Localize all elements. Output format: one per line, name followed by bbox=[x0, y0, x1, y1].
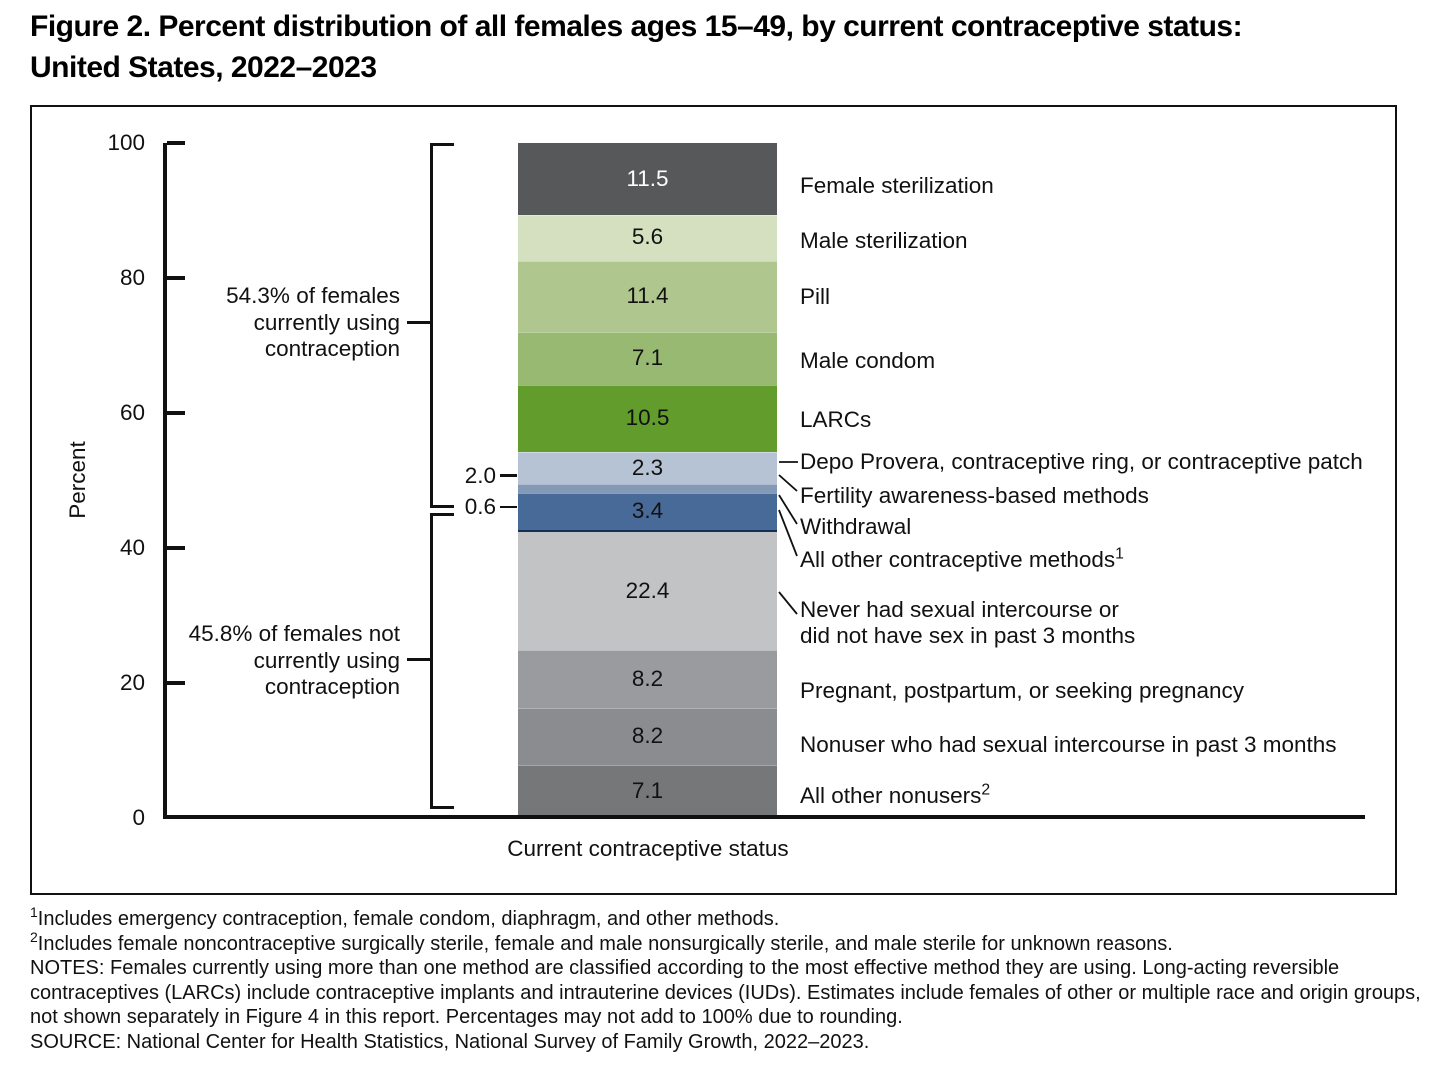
category-label: Pill bbox=[800, 284, 831, 309]
y-tick-mark bbox=[167, 411, 185, 415]
segment-value-label: 8.2 bbox=[631, 723, 664, 749]
outside-value-label: 2.0 bbox=[464, 462, 496, 488]
bar-segment: 2.3 bbox=[518, 452, 777, 485]
segment-value-label: 3.4 bbox=[631, 498, 664, 524]
y-tick-mark bbox=[167, 681, 185, 685]
footnote-1: 1Includes emergency contraception, femal… bbox=[30, 904, 780, 930]
category-label: Never had sexual intercourse or did not … bbox=[800, 597, 1136, 648]
segment-value-label: 7.1 bbox=[631, 345, 664, 371]
segment-value-label: 8.2 bbox=[631, 665, 664, 691]
category-label: Depo Provera, contraceptive ring, or con… bbox=[800, 449, 1363, 474]
y-tick-label: 60 bbox=[119, 400, 145, 425]
segment-value-label: 2.3 bbox=[631, 454, 664, 480]
footnote-2: 2Includes female noncontraceptive surgic… bbox=[30, 928, 1173, 955]
bar-segment: 11.5 bbox=[518, 143, 777, 215]
segment-value-label: 11.5 bbox=[626, 165, 669, 191]
y-tick-label: 80 bbox=[119, 265, 145, 290]
bracket-using-connector bbox=[407, 321, 431, 324]
category-label: LARCs bbox=[800, 407, 872, 432]
bar-segment: 10.5 bbox=[518, 384, 777, 452]
segment-value-label: 5.6 bbox=[631, 224, 664, 250]
stacked-bar: 11.5 5.6 11.4 7.1 10.5 2.3 3.4 22.4 8.2 8.2 7.1 bbox=[518, 143, 777, 819]
category-label: Fertility awareness-based methods bbox=[800, 483, 1149, 508]
bracket-using-vertical bbox=[430, 143, 433, 507]
footnotes: 1Includes emergency contraception, femal… bbox=[30, 904, 1442, 1054]
bracket-using-top-cap bbox=[430, 143, 454, 146]
category-label: Female sterilization bbox=[800, 173, 994, 198]
segment-value-label: 10.5 bbox=[625, 405, 670, 431]
bar-segment bbox=[518, 484, 777, 493]
bar-segment: 8.2 bbox=[518, 650, 777, 708]
y-tick-mark bbox=[167, 141, 185, 145]
bracket-nonusing-top-cap bbox=[430, 513, 454, 516]
y-tick-label: 40 bbox=[119, 535, 145, 560]
footnote-reference: 2 bbox=[981, 781, 991, 799]
annotation-percent-nonusing: 45.8% of females not currently using con… bbox=[188, 621, 400, 699]
bar-segment: 5.6 bbox=[518, 214, 777, 261]
annotation-percent-using: 54.3% of females currently using contrac… bbox=[226, 283, 400, 361]
x-axis-line bbox=[163, 815, 1365, 819]
outside-value-dash bbox=[500, 505, 517, 508]
footnote-reference: 1 bbox=[1115, 545, 1124, 563]
category-label: Male condom bbox=[800, 348, 936, 373]
bar-segment: 22.4 bbox=[518, 532, 777, 651]
bar-segment: 11.4 bbox=[518, 260, 777, 332]
bar-segment: 3.4 bbox=[518, 492, 777, 530]
segment-value-label: 7.1 bbox=[631, 778, 664, 804]
footnote-1-marker: 1 bbox=[30, 904, 38, 921]
category-label: Nonuser who had sexual intercourse in pa… bbox=[800, 732, 1337, 757]
category-label: Male sterilization bbox=[800, 228, 968, 253]
y-tick-label: 20 bbox=[119, 670, 145, 695]
outside-value-dash bbox=[500, 474, 517, 477]
bracket-nonusing-connector bbox=[407, 658, 431, 661]
x-axis-title: Current contraceptive status bbox=[507, 836, 789, 861]
y-tick-mark bbox=[167, 276, 185, 280]
y-tick-label: 100 bbox=[107, 130, 145, 155]
y-axis-title: Percent bbox=[65, 441, 90, 519]
y-tick-mark bbox=[167, 546, 185, 550]
bracket-nonusing-bottom-cap bbox=[430, 806, 454, 809]
category-label: All other contraceptive methods1 bbox=[800, 545, 1124, 572]
bracket-using-bottom-cap bbox=[430, 505, 454, 508]
y-tick-label: 0 bbox=[132, 805, 145, 830]
segment-value-label: 11.4 bbox=[626, 283, 669, 309]
category-label: All other nonusers2 bbox=[800, 781, 991, 808]
bar-segment: 7.1 bbox=[518, 331, 777, 385]
figure-title: Figure 2. Percent distribution of all fe… bbox=[30, 10, 1243, 84]
footnote-source: SOURCE: National Center for Health Stati… bbox=[30, 1030, 870, 1053]
outside-value-label: 0.6 bbox=[464, 494, 496, 519]
segment-value-label: 22.4 bbox=[625, 578, 670, 604]
category-label: Pregnant, postpartum, or seeking pregnan… bbox=[800, 678, 1245, 703]
bar-segment bbox=[518, 529, 777, 533]
bar-segment: 7.1 bbox=[518, 765, 777, 819]
y-axis-line bbox=[163, 143, 167, 819]
footnote-notes: NOTES: Females currently using more than… bbox=[30, 957, 1421, 1028]
bracket-nonusing-vertical bbox=[430, 513, 433, 808]
footnote-2-marker: 2 bbox=[30, 928, 38, 945]
bar-segment: 8.2 bbox=[518, 707, 777, 766]
category-label: Withdrawal bbox=[800, 514, 912, 539]
